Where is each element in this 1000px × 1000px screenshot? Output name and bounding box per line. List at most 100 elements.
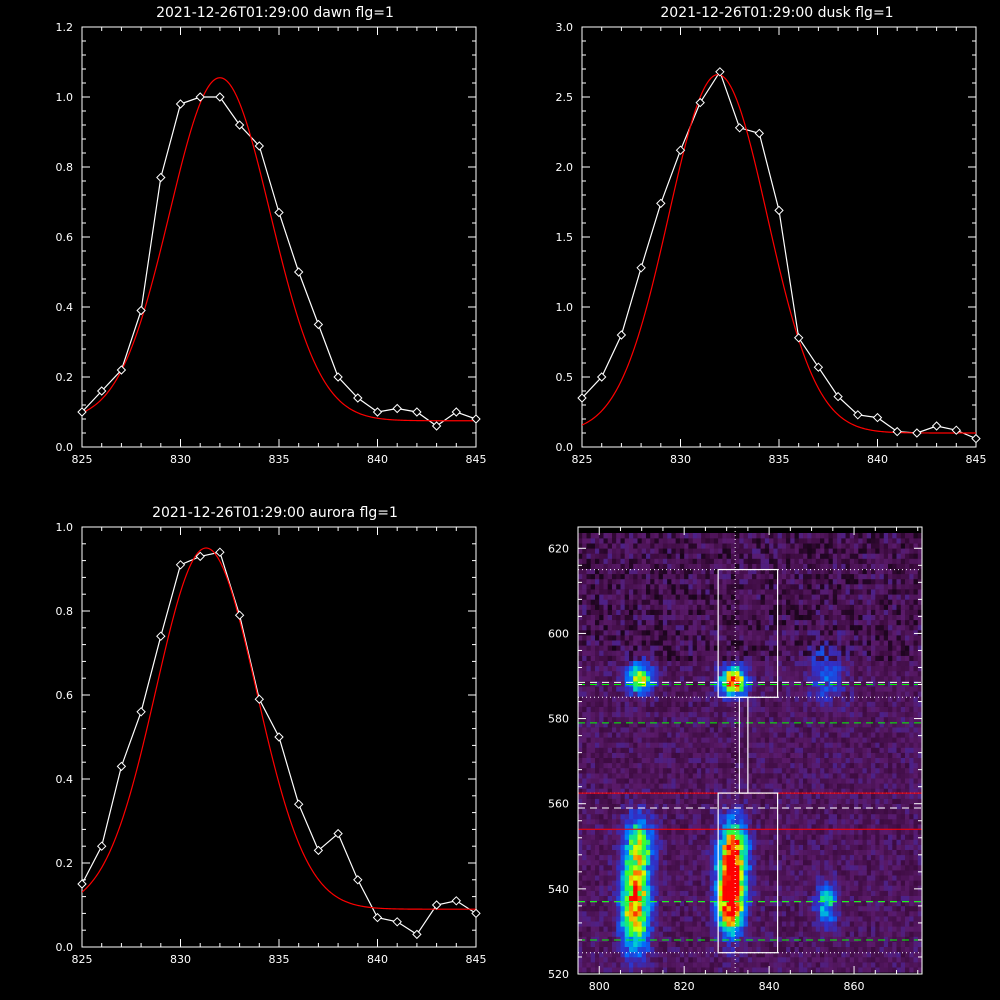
y-tick-label: 0.5 bbox=[556, 371, 574, 384]
data-point bbox=[392, 917, 402, 927]
x-tick-label: 825 bbox=[572, 453, 593, 466]
chart-title: 2021-12-26T01:29:00 aurora flg=1 bbox=[152, 505, 398, 521]
x-tick-label: 800 bbox=[589, 980, 610, 993]
data-point bbox=[77, 407, 87, 417]
data-point bbox=[234, 610, 245, 620]
data-point bbox=[734, 123, 745, 133]
data-point bbox=[254, 141, 265, 151]
data-point bbox=[577, 393, 587, 403]
data-point bbox=[96, 841, 107, 851]
data-point bbox=[793, 333, 804, 343]
data-point bbox=[116, 761, 127, 772]
y-tick-label: 0.2 bbox=[56, 371, 74, 384]
data-point bbox=[353, 875, 363, 885]
data-point bbox=[892, 426, 902, 437]
data-point bbox=[333, 828, 343, 839]
data-point bbox=[313, 319, 324, 330]
x-tick-label: 860 bbox=[844, 980, 865, 993]
gaussian-fit-line bbox=[582, 73, 976, 434]
x-tick-label: 835 bbox=[269, 453, 290, 466]
data-point bbox=[596, 372, 607, 382]
aurora-line-plot: 2021-12-26T01:29:00 aurora flg=1 825 830 8… bbox=[56, 505, 487, 966]
data-point bbox=[293, 267, 304, 277]
overlay-lines bbox=[578, 527, 922, 974]
data-point bbox=[471, 414, 481, 424]
y-tick-label: 580 bbox=[548, 713, 569, 726]
y-tick-label: 0.2 bbox=[56, 857, 74, 870]
y-tick-label: 620 bbox=[548, 542, 569, 555]
data-point bbox=[774, 205, 784, 216]
data-point bbox=[116, 365, 127, 375]
y-tick-label: 0.0 bbox=[556, 441, 574, 454]
x-tick-label: 830 bbox=[670, 453, 691, 466]
data-point bbox=[156, 172, 166, 183]
x-tick-label: 830 bbox=[170, 453, 191, 466]
x-tick-label: 840 bbox=[367, 953, 388, 966]
data-point bbox=[313, 845, 324, 856]
data-point bbox=[136, 305, 146, 316]
y-tick-label: 1.0 bbox=[56, 521, 74, 534]
y-tick-label: 0.0 bbox=[56, 441, 74, 454]
x-tick-label: 835 bbox=[269, 953, 290, 966]
data-point bbox=[215, 547, 225, 557]
y-tick-label: 1.2 bbox=[56, 21, 74, 34]
data-point bbox=[215, 92, 225, 102]
y-tick-label: 0.8 bbox=[56, 605, 74, 618]
data-point bbox=[274, 207, 284, 218]
x-tick-label: 820 bbox=[674, 980, 695, 993]
data-point bbox=[813, 362, 824, 372]
data-point bbox=[971, 433, 981, 444]
y-tick-label: 0.6 bbox=[56, 689, 74, 702]
data-point bbox=[431, 900, 442, 910]
data-point bbox=[833, 391, 843, 402]
chart-title: 2021-12-26T01:29:00 dusk flg=1 bbox=[660, 5, 893, 21]
gaussian-fit-line bbox=[82, 77, 476, 422]
data-point bbox=[372, 407, 383, 417]
data-point bbox=[616, 330, 627, 340]
y-tick-label: 540 bbox=[548, 883, 569, 896]
data-point bbox=[636, 263, 646, 273]
x-tick-label: 845 bbox=[966, 453, 987, 466]
data-point bbox=[931, 421, 942, 431]
data-point bbox=[695, 97, 705, 108]
data-point bbox=[195, 551, 205, 562]
data-point bbox=[96, 386, 107, 396]
data-point bbox=[715, 67, 725, 77]
data-point bbox=[254, 694, 265, 704]
y-tick-label: 0.4 bbox=[56, 301, 74, 314]
data-point bbox=[471, 908, 481, 919]
data-point bbox=[451, 896, 462, 906]
data-point bbox=[175, 99, 186, 109]
data-point bbox=[754, 128, 765, 139]
heatmap-pixels bbox=[578, 533, 923, 973]
data-point bbox=[675, 145, 686, 155]
data-point bbox=[912, 428, 922, 438]
data-point bbox=[353, 393, 363, 403]
x-tick-label: 845 bbox=[466, 453, 487, 466]
data-point bbox=[431, 421, 442, 431]
y-tick-label: 1.0 bbox=[56, 91, 74, 104]
gaussian-fit-line bbox=[82, 547, 476, 910]
y-tick-label: 3.0 bbox=[556, 21, 574, 34]
data-point bbox=[293, 799, 304, 809]
data-point bbox=[333, 372, 343, 382]
y-tick-label: 600 bbox=[548, 627, 569, 640]
data-point bbox=[392, 403, 402, 414]
y-tick-label: 0.6 bbox=[56, 231, 74, 244]
data-point bbox=[77, 879, 87, 889]
chart-title: 2021-12-26T01:29:00 dawn flg=1 bbox=[156, 5, 394, 21]
data-point bbox=[656, 198, 666, 209]
data-point bbox=[156, 631, 166, 641]
data-point bbox=[872, 412, 883, 423]
spectral-image-heatmap: 800 820 840 860 520 540 560 580 600 620 bbox=[548, 526, 923, 993]
x-tick-label: 840 bbox=[367, 453, 388, 466]
plot-frame bbox=[577, 526, 923, 975]
x-tick-label: 840 bbox=[759, 980, 780, 993]
x-tick-label: 835 bbox=[769, 453, 790, 466]
x-tick-label: 830 bbox=[170, 953, 191, 966]
data-point bbox=[274, 732, 284, 742]
x-tick-label: 825 bbox=[72, 453, 93, 466]
y-tick-label: 2.0 bbox=[556, 161, 574, 174]
data-point bbox=[136, 707, 146, 717]
